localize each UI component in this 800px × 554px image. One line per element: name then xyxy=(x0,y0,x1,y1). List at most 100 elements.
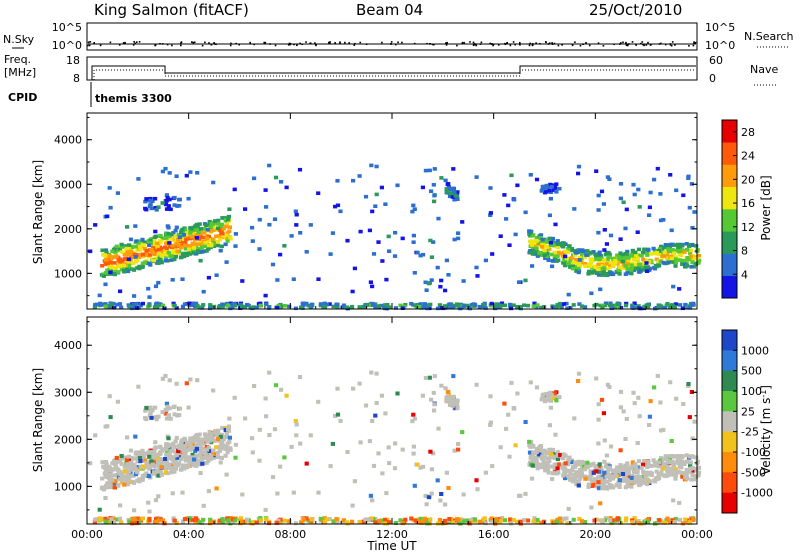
power-cell xyxy=(128,249,133,254)
velocity-cell xyxy=(561,516,567,521)
power-cell xyxy=(370,284,375,289)
power-cell xyxy=(612,305,618,310)
velocity-cell xyxy=(542,460,547,465)
velocity-cell xyxy=(569,460,575,465)
velocity-cell xyxy=(287,519,292,524)
power-cell xyxy=(529,243,535,247)
power-cell xyxy=(581,249,586,253)
power-cell xyxy=(566,261,571,265)
freq-tick-low: 8 xyxy=(73,72,80,85)
power-cell xyxy=(333,204,338,209)
xtick-label: 16:00 xyxy=(478,528,510,541)
velocity-cell xyxy=(605,469,610,474)
velocity-cbar-unit: [m s xyxy=(759,398,773,424)
noise-dot xyxy=(588,44,591,47)
cpid-value: themis 3300 xyxy=(95,92,172,105)
power-cell xyxy=(108,270,113,275)
velocity-cell xyxy=(562,470,567,475)
velocity-cell xyxy=(658,456,664,461)
velocity-cell xyxy=(530,476,535,481)
power-cell xyxy=(608,260,613,265)
velocity-cell xyxy=(230,517,235,522)
velocity-cell xyxy=(639,465,644,470)
power-cell xyxy=(474,265,479,270)
velocity-cell xyxy=(690,436,695,441)
power-cell xyxy=(690,260,695,265)
power-cell xyxy=(591,270,596,274)
velocity-cell xyxy=(136,453,141,458)
noise-dot xyxy=(472,44,475,47)
velocity-cell xyxy=(289,444,294,449)
velocity-cell xyxy=(133,434,138,439)
power-cell xyxy=(689,182,694,186)
power-cell xyxy=(165,196,170,200)
velocity-cell xyxy=(220,517,225,522)
power-cell xyxy=(431,183,436,187)
power-cell xyxy=(232,187,237,192)
velocity-cell xyxy=(207,429,212,434)
power-cell xyxy=(216,218,221,223)
velocity-cell xyxy=(126,482,131,487)
velocity-cell xyxy=(304,461,309,466)
velocity-cell xyxy=(583,476,588,481)
power-cell xyxy=(598,270,603,275)
power-cell xyxy=(203,241,208,245)
velocity-cell xyxy=(157,468,162,473)
noise-dot xyxy=(238,43,240,46)
power-ylabel: Slant Range [km] xyxy=(31,160,45,264)
power-cell xyxy=(194,245,199,250)
power-cell xyxy=(668,305,673,310)
velocity-cell xyxy=(538,444,544,448)
velocity-cell xyxy=(512,406,517,411)
velocity-cell xyxy=(384,491,389,496)
velocity-cell xyxy=(136,384,141,389)
velocity-cell xyxy=(560,466,565,471)
power-cell xyxy=(549,185,554,189)
power-cell xyxy=(180,252,185,257)
power-cell xyxy=(634,267,639,271)
velocity-cell xyxy=(632,401,637,406)
velocity-cell xyxy=(144,460,149,465)
power-cell xyxy=(577,302,582,306)
noise-dot xyxy=(509,44,512,47)
power-cell xyxy=(582,262,587,266)
velocity-cell xyxy=(685,459,690,464)
ytick-label: 1000 xyxy=(54,267,82,280)
velocity-cell xyxy=(373,520,378,525)
power-cell xyxy=(115,302,120,307)
velocity-cell xyxy=(119,480,124,485)
velocity-cell xyxy=(429,397,434,402)
velocity-cell xyxy=(636,459,642,464)
velocity-cbar-swatch xyxy=(722,492,737,514)
power-cell xyxy=(594,254,599,258)
power-cell xyxy=(570,255,575,260)
velocity-cell xyxy=(176,443,181,448)
velocity-cell xyxy=(499,516,505,520)
noise-dot xyxy=(490,43,493,45)
power-cell xyxy=(499,301,505,306)
power-cell xyxy=(602,228,607,232)
power-cbar-tick-label: 24 xyxy=(741,150,755,163)
noise-dot xyxy=(315,44,317,47)
power-cell xyxy=(451,186,456,191)
power-cell xyxy=(539,305,544,310)
power-cell xyxy=(596,267,601,272)
velocity-cell xyxy=(570,479,575,484)
power-cell xyxy=(226,303,231,308)
power-cell xyxy=(105,256,110,260)
power-cell xyxy=(645,269,650,273)
power-cell xyxy=(534,238,539,243)
power-cell xyxy=(208,303,213,307)
power-cell xyxy=(144,249,149,253)
power-cell xyxy=(279,180,284,184)
velocity-cell xyxy=(223,453,228,458)
power-cell xyxy=(686,174,691,179)
power-cell xyxy=(507,243,512,247)
noise-dot xyxy=(602,45,605,47)
power-cell xyxy=(429,255,434,259)
power-cell xyxy=(439,306,444,310)
velocity-cell xyxy=(254,520,259,525)
velocity-cell xyxy=(443,521,448,525)
power-cbar-swatch xyxy=(722,209,737,232)
